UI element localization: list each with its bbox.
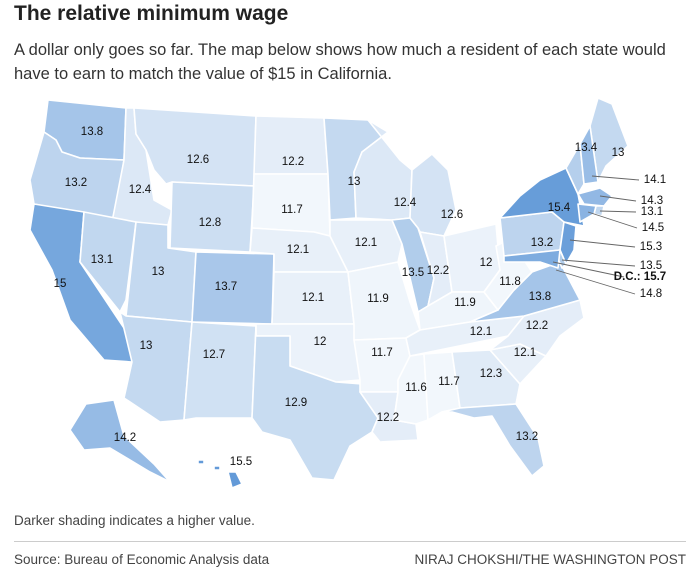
value-label-ky: 11.9 xyxy=(454,297,476,309)
state-mi xyxy=(409,153,457,237)
value-label-md: 14.8 xyxy=(640,288,662,300)
state-pa xyxy=(499,211,565,257)
value-label-ia: 12.1 xyxy=(355,237,377,249)
value-label-ca: 15 xyxy=(54,278,67,290)
value-label-nc: 12.2 xyxy=(526,320,548,332)
value-label-la: 12.2 xyxy=(377,412,399,424)
state-ak xyxy=(69,399,171,483)
states-layer xyxy=(29,97,629,489)
state-nj xyxy=(559,221,577,265)
value-label-nm: 12.7 xyxy=(203,349,225,361)
author-credit: NIRAJ CHOKSHI/THE WASHINGTON POST xyxy=(414,552,686,567)
value-label-ny: 15.4 xyxy=(548,202,571,214)
value-label-ma: 14.3 xyxy=(641,195,663,207)
value-label-nv: 13.1 xyxy=(91,254,113,266)
value-label-az: 13 xyxy=(140,340,153,352)
value-label-fl: 13.2 xyxy=(516,431,538,443)
state-fl xyxy=(441,403,545,477)
value-label-in: 12.2 xyxy=(427,265,449,277)
state-ma xyxy=(577,187,613,207)
value-label-nh: 14.1 xyxy=(644,174,666,186)
leader-line-md xyxy=(555,269,636,295)
value-label-wa: 13.8 xyxy=(81,126,103,138)
leader-line-dc xyxy=(552,261,625,278)
value-label-co: 13.7 xyxy=(215,281,237,293)
chart-title: The relative minimum wage xyxy=(14,2,289,25)
state-ct xyxy=(577,203,597,223)
value-label-wi: 12.4 xyxy=(394,197,417,209)
value-label-wv: 11.8 xyxy=(499,276,521,288)
value-label-or: 13.2 xyxy=(65,177,87,189)
value-label-vt: 13.4 xyxy=(575,142,598,154)
value-label-ut: 13 xyxy=(152,266,165,278)
us-choropleth-map: 13.8 13.2 15 12.4 13.1 12.6 12.8 13 13 13.7 12.7 12… xyxy=(29,97,667,489)
value-label-il: 13.5 xyxy=(402,267,424,279)
value-label-nj: 15.3 xyxy=(640,241,662,253)
state-az xyxy=(119,311,193,423)
state-nv xyxy=(79,211,137,313)
leader-line-ri xyxy=(599,210,637,213)
chart-subtitle: A dollar only goes so far. The map below… xyxy=(14,41,666,83)
state-nm xyxy=(183,321,257,421)
value-label-nd: 12.2 xyxy=(282,156,304,168)
state-md xyxy=(503,249,561,269)
value-label-wy: 12.8 xyxy=(199,217,221,229)
value-label-ne: 12.1 xyxy=(287,244,309,256)
value-label-mo: 11.9 xyxy=(367,293,389,305)
leader-line-nj xyxy=(569,239,636,248)
value-label-tn: 12.1 xyxy=(470,326,492,338)
leader-lines-layer xyxy=(552,175,640,295)
value-label-tx: 12.9 xyxy=(285,397,307,409)
source-credit: Source: Bureau of Economic Analysis data xyxy=(14,552,270,567)
value-label-sc: 12.1 xyxy=(514,347,536,359)
state-nh xyxy=(579,125,599,185)
value-label-dc: D.C.: 15.7 xyxy=(614,271,666,283)
value-labels-layer: 13.8 13.2 15 12.4 13.1 12.6 12.8 13 13 13.7 12.7 12… xyxy=(54,126,667,468)
value-label-ms: 11.6 xyxy=(405,382,427,394)
footer-divider xyxy=(14,541,686,542)
value-label-id: 12.4 xyxy=(129,184,152,196)
value-label-va: 13.8 xyxy=(529,291,551,303)
value-label-ok: 12 xyxy=(314,336,327,348)
value-label-ri: 13.1 xyxy=(641,206,663,218)
state-hi xyxy=(197,459,243,489)
value-label-pa: 13.2 xyxy=(531,237,553,249)
value-label-ar: 11.7 xyxy=(371,347,393,359)
value-label-oh: 12 xyxy=(480,257,493,269)
value-label-me: 13 xyxy=(612,147,625,159)
value-label-ct: 14.5 xyxy=(642,222,664,234)
state-tx xyxy=(251,325,379,481)
value-label-de: 13.5 xyxy=(640,260,662,272)
leader-line-nh xyxy=(591,175,640,181)
state-ga xyxy=(451,349,521,409)
state-wi xyxy=(353,119,413,221)
value-label-ak: 14.2 xyxy=(114,432,136,444)
leader-line-ct xyxy=(587,211,638,229)
leader-line-ma xyxy=(599,195,637,202)
shading-note: Darker shading indicates a higher value. xyxy=(14,513,255,528)
value-label-mn: 13 xyxy=(348,176,361,188)
value-label-sd: 11.7 xyxy=(281,204,303,216)
value-label-ks: 12.1 xyxy=(302,292,324,304)
state-ms xyxy=(393,353,429,425)
state-mt xyxy=(133,107,257,187)
value-label-ga: 12.3 xyxy=(480,368,502,380)
value-label-mi: 12.6 xyxy=(441,209,463,221)
value-label-al: 11.7 xyxy=(438,376,460,388)
value-label-hi: 15.5 xyxy=(230,456,252,468)
leader-line-de xyxy=(561,259,636,267)
value-label-mt: 12.6 xyxy=(187,154,209,166)
